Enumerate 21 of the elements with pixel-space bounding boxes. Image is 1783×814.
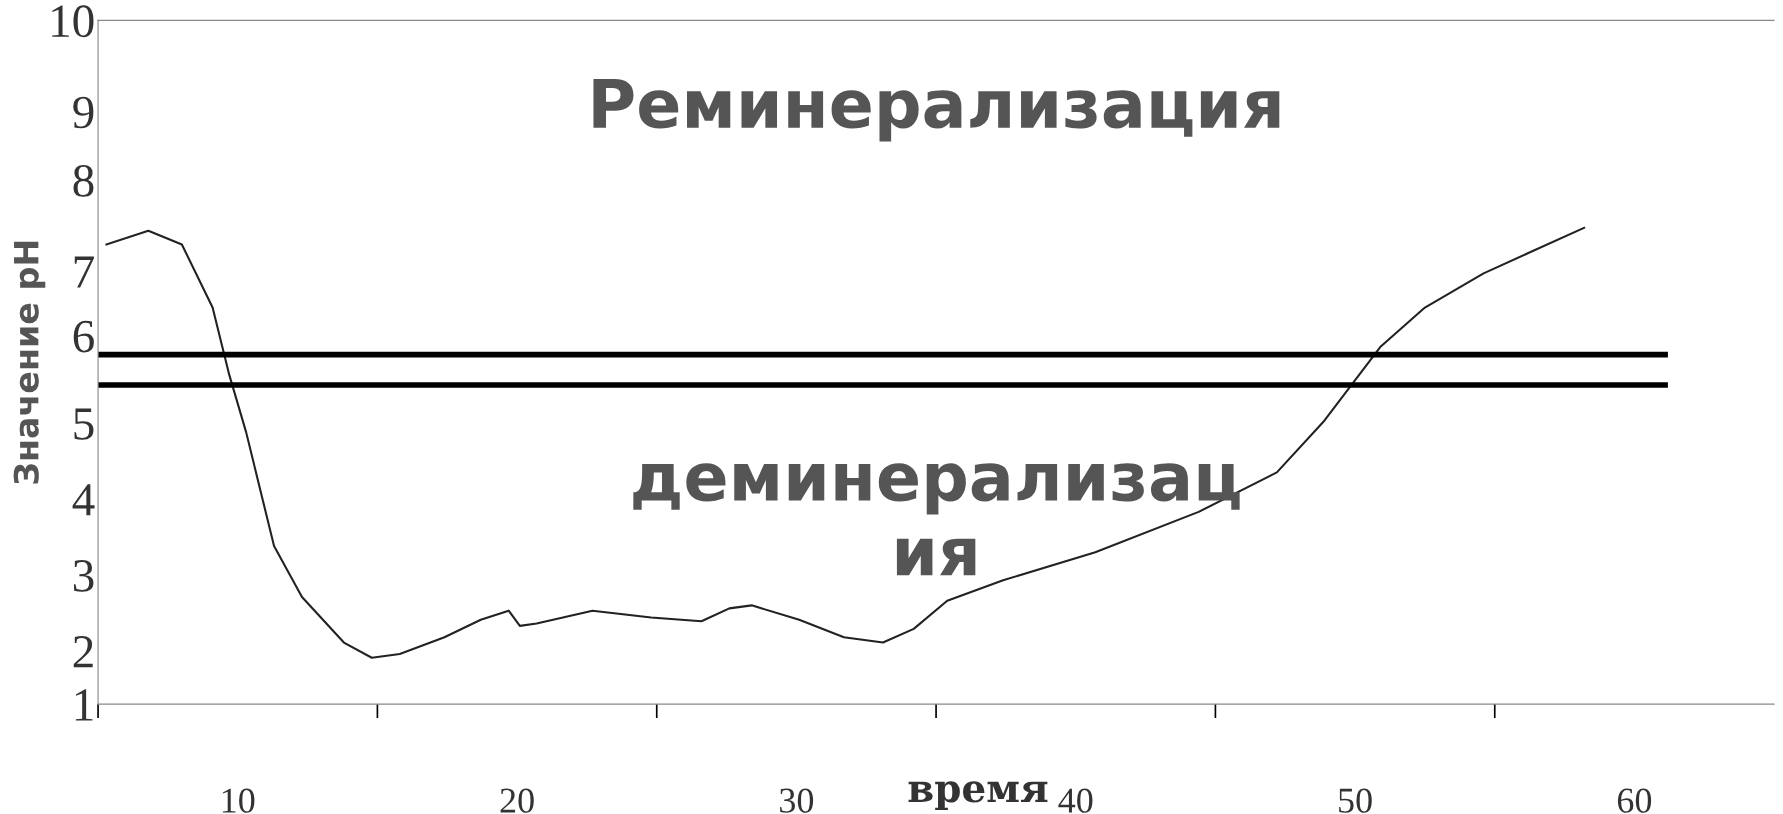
x-axis-title: время <box>908 781 1048 811</box>
x-tick-label: 60 <box>1617 788 1652 813</box>
y-tick-label: 10 <box>52 5 94 38</box>
y-tick-label: 4 <box>72 484 95 516</box>
y-tick-label: 6 <box>73 320 94 353</box>
y-axis-title: Значение pH <box>13 241 46 484</box>
y-tick-label: 9 <box>73 96 94 129</box>
annotation: Реминерализация <box>593 79 1280 142</box>
y-tick-label: 8 <box>73 164 94 197</box>
x-tick-label: 40 <box>1058 788 1093 813</box>
y-tick-label: 1 <box>75 689 93 721</box>
annotation: деминерализац ия <box>633 463 1240 576</box>
y-tick-label: 2 <box>73 636 93 668</box>
y-tick-label: 7 <box>74 256 94 288</box>
x-tick-label: 50 <box>1339 788 1372 813</box>
x-tick-label: 20 <box>500 788 534 813</box>
y-tick-label: 3 <box>73 560 94 592</box>
y-tick-label: 5 <box>74 408 94 440</box>
x-tick-label: 30 <box>780 788 814 813</box>
x-tick-label: 10 <box>222 788 255 813</box>
line-series <box>105 226 1586 659</box>
